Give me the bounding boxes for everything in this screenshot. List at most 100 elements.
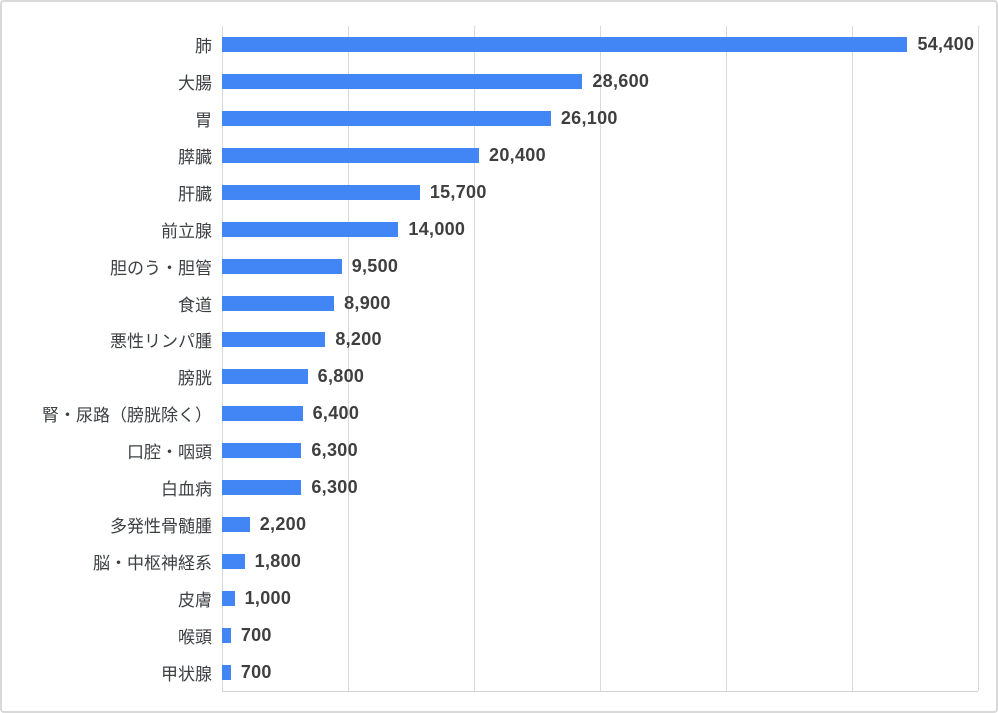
gridline: [600, 26, 601, 691]
chart-row: 悪性リンパ腫 8,200: [2, 322, 996, 359]
value-label: 26,100: [560, 107, 618, 128]
bar: [222, 332, 326, 348]
chart-row: 肺 54,400: [2, 26, 996, 63]
bar: [222, 664, 231, 680]
bar-track: 9,500: [222, 248, 978, 285]
bar: [222, 73, 583, 89]
category-label: 肝臓: [178, 184, 212, 204]
value-label: 8,900: [344, 292, 391, 313]
bar-track: 1,800: [222, 543, 978, 580]
bar-track: 2,200: [222, 506, 978, 543]
chart-row: 皮膚 1,000: [2, 580, 996, 617]
category-label: 口腔・咽頭: [127, 443, 212, 463]
bar-track: 8,900: [222, 285, 978, 322]
chart-row: 脳・中枢神経系 1,800: [2, 543, 996, 580]
category-label: 脳・中枢神経系: [93, 554, 212, 574]
bar: [222, 517, 250, 533]
value-label: 9,500: [351, 255, 399, 276]
plot-area: [222, 26, 979, 692]
category-label: 腎・尿路（膀胱除く）: [42, 406, 212, 426]
bar: [222, 480, 302, 496]
category-label: 大腸: [178, 73, 212, 93]
category-label: 胆のう・胆管: [110, 258, 212, 278]
bar-track: 700: [222, 617, 978, 654]
bar-track: 26,100: [222, 100, 978, 137]
chart-row: 腎・尿路（膀胱除く） 6,400: [2, 395, 996, 432]
bar: [222, 258, 342, 274]
chart-row: 甲状腺 700: [2, 654, 996, 691]
chart-row: 前立腺 14,000: [2, 211, 996, 248]
category-label: 皮膚: [178, 591, 212, 611]
bar: [222, 221, 399, 237]
chart-row: 口腔・咽頭 6,300: [2, 432, 996, 469]
category-label: 多発性骨髄腫: [110, 517, 212, 537]
gridline: [852, 26, 853, 691]
category-label: 白血病: [161, 480, 212, 500]
value-label: 54,400: [917, 33, 975, 54]
y-axis-line: [222, 26, 223, 691]
bar: [222, 627, 231, 643]
category-label: 膀胱: [178, 369, 212, 389]
bar-track: 1,000: [222, 580, 978, 617]
bar: [222, 110, 551, 126]
value-label: 15,700: [429, 181, 487, 202]
bar: [222, 554, 245, 570]
bar-track: 15,700: [222, 174, 978, 211]
category-label: 肺: [195, 36, 212, 56]
bar: [222, 406, 303, 422]
chart-row: 膀胱 6,800: [2, 358, 996, 395]
gridline: [726, 26, 727, 691]
value-label: 6,800: [317, 366, 365, 387]
chart-row: 肝臓 15,700: [2, 174, 996, 211]
value-label: 700: [240, 624, 272, 645]
value-label: 6,300: [311, 440, 358, 461]
gridline: [978, 26, 979, 691]
bar-track: 6,300: [222, 432, 978, 469]
chart-row: 喉頭 700: [2, 617, 996, 654]
bar: [222, 147, 480, 163]
category-label: 前立腺: [161, 221, 212, 241]
category-label: 食道: [178, 295, 212, 315]
bar-track: 28,600: [222, 63, 978, 100]
value-label: 14,000: [408, 218, 466, 239]
category-label: 喉頭: [178, 627, 212, 647]
bar-track: 6,300: [222, 469, 978, 506]
bar: [222, 369, 308, 385]
bar-track: 14,000: [222, 211, 978, 248]
value-label: 8,200: [335, 329, 382, 350]
bar: [222, 295, 335, 311]
bar-track: 700: [222, 654, 978, 691]
bar-track: 20,400: [222, 137, 978, 174]
chart-row: 食道 8,900: [2, 285, 996, 322]
chart-row: 大腸 28,600: [2, 63, 996, 100]
gridline: [474, 26, 475, 691]
chart-rows: 肺 54,400 大腸 28,600 胃 26,100 膵臓: [2, 26, 996, 691]
chart-row: 膵臓 20,400: [2, 137, 996, 174]
value-label: 28,600: [592, 70, 650, 91]
gridline: [348, 26, 349, 691]
bar: [222, 591, 235, 607]
value-label: 700: [240, 661, 272, 682]
bar-track: 6,800: [222, 358, 978, 395]
category-label: 甲状腺: [161, 664, 212, 684]
bar: [222, 443, 302, 459]
chart-row: 多発性骨髄腫 2,200: [2, 506, 996, 543]
value-label: 1,800: [254, 551, 302, 572]
bar: [222, 184, 420, 200]
category-label: 悪性リンパ腫: [110, 332, 212, 352]
value-label: 2,200: [259, 514, 307, 535]
category-label: 膵臓: [178, 147, 212, 167]
bar-track: 54,400: [222, 26, 978, 63]
value-label: 6,400: [312, 403, 360, 424]
chart-row: 胆のう・胆管 9,500: [2, 248, 996, 285]
value-label: 1,000: [244, 588, 292, 609]
chart-row: 胃 26,100: [2, 100, 996, 137]
bar: [222, 36, 908, 52]
chart-row: 白血病 6,300: [2, 469, 996, 506]
value-label: 20,400: [489, 144, 546, 165]
category-label: 胃: [195, 110, 212, 130]
bar-track: 6,400: [222, 395, 978, 432]
value-label: 6,300: [311, 477, 358, 498]
bar-track: 8,200: [222, 322, 978, 359]
